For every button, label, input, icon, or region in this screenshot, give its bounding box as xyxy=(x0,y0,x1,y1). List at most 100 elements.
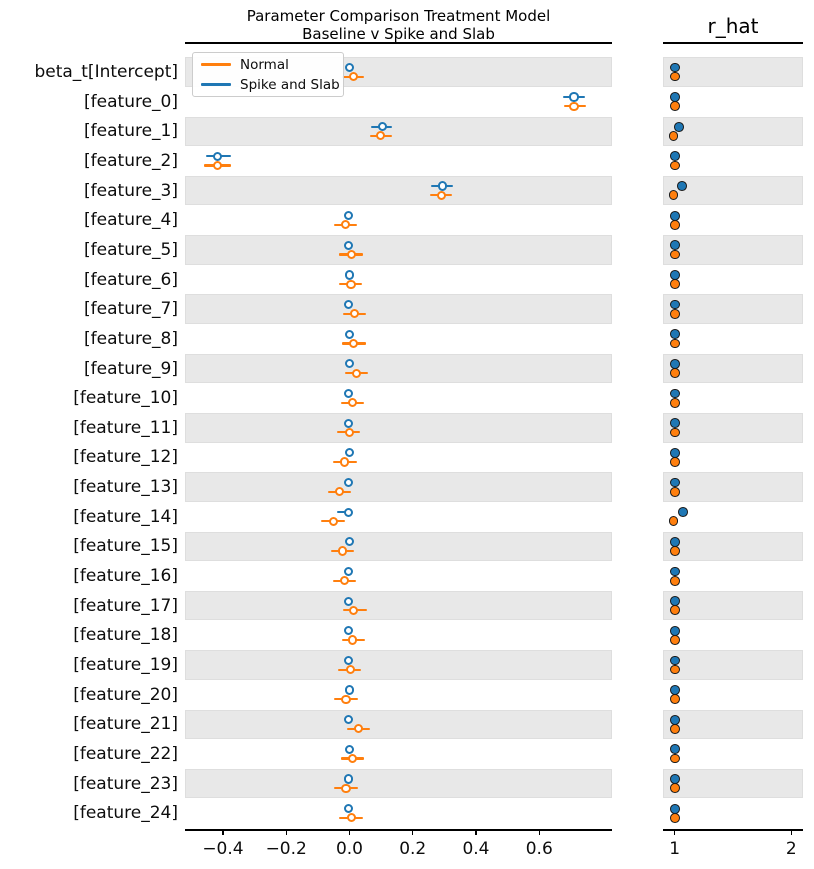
row-band xyxy=(185,353,612,384)
mean-marker-spike-slab xyxy=(344,596,354,606)
rhat-dot-normal xyxy=(669,368,680,378)
mean-marker-spike-slab xyxy=(344,715,354,725)
mean-marker-spike-slab xyxy=(344,359,354,369)
row-band xyxy=(185,413,612,443)
row-band xyxy=(663,116,803,147)
mean-marker-normal xyxy=(340,457,350,467)
row-label: [feature_6] xyxy=(84,269,178,290)
rhat-dot-normal xyxy=(669,605,680,616)
legend: Normal Spike and Slab xyxy=(192,52,344,97)
rhat-dot-normal xyxy=(669,457,680,467)
rhat-bottom-spine xyxy=(663,829,803,831)
mean-marker-spike-slab xyxy=(344,626,354,636)
mean-marker-normal xyxy=(353,724,363,734)
row-band xyxy=(663,768,803,799)
rhat-dot-spike-slab xyxy=(669,388,680,399)
row-label: [feature_14] xyxy=(73,506,178,527)
row-band xyxy=(663,57,803,87)
row-label: [feature_22] xyxy=(73,743,178,764)
rhat-dot-spike-slab xyxy=(674,121,685,132)
row-label: [feature_20] xyxy=(73,684,178,705)
row-label: [feature_12] xyxy=(73,447,178,468)
rhat-dot-spike-slab xyxy=(676,181,687,191)
mean-marker-normal xyxy=(344,427,355,437)
row-label: [feature_7] xyxy=(84,299,178,320)
mean-marker-normal xyxy=(212,160,222,171)
mean-marker-normal xyxy=(341,783,351,793)
rhat-dot-spike-slab xyxy=(669,240,680,251)
mean-marker-spike-slab xyxy=(569,92,579,102)
row-label: [feature_18] xyxy=(73,625,178,646)
estimates-bottom-spine xyxy=(185,829,612,831)
mean-marker-normal xyxy=(569,101,579,111)
rhat-dot-normal xyxy=(669,783,680,794)
mean-marker-normal xyxy=(328,516,338,526)
rhat-dot-normal xyxy=(668,190,679,201)
mean-marker-spike-slab xyxy=(344,566,354,577)
row-band xyxy=(663,413,803,443)
x-tick-mark xyxy=(412,830,414,835)
row-band xyxy=(663,353,803,384)
row-label: [feature_5] xyxy=(84,239,178,260)
rhat-dot-normal xyxy=(669,427,680,438)
row-label: [feature_13] xyxy=(73,477,178,498)
mean-marker-spike-slab xyxy=(344,537,354,547)
row-band xyxy=(663,531,803,562)
row-band xyxy=(663,709,803,740)
x-tick-mark xyxy=(222,830,224,835)
row-band xyxy=(663,294,803,324)
rhat-dot-normal xyxy=(668,131,679,141)
rhat-dot-normal xyxy=(669,308,680,319)
mean-marker-spike-slab xyxy=(344,329,354,339)
rhat-dot-normal xyxy=(669,812,680,823)
mean-marker-normal xyxy=(436,190,446,200)
rhat-dot-spike-slab xyxy=(669,744,680,755)
x-tick-mark xyxy=(538,830,540,835)
interval-line-spike-slab xyxy=(336,511,350,514)
x-tick-mark xyxy=(790,830,792,835)
row-label: [feature_24] xyxy=(73,803,178,824)
x-tick-label: 0.0 xyxy=(335,839,363,859)
rhat-dot-normal xyxy=(669,575,680,586)
rhat-dot-spike-slab xyxy=(669,655,680,666)
rhat-dot-normal xyxy=(669,279,680,290)
row-label: [feature_2] xyxy=(84,150,178,171)
mean-marker-spike-slab xyxy=(343,418,353,428)
mean-marker-spike-slab xyxy=(377,122,387,132)
mean-marker-normal xyxy=(347,813,357,823)
rhat-top-spine xyxy=(663,42,803,44)
row-band xyxy=(663,650,803,680)
row-band xyxy=(185,235,612,265)
mean-marker-normal xyxy=(345,665,355,675)
rhat-dot-normal xyxy=(669,694,680,705)
mean-marker-spike-slab xyxy=(437,181,447,191)
row-band xyxy=(185,294,612,324)
row-label: [feature_19] xyxy=(73,655,178,675)
rhat-dot-normal xyxy=(669,664,680,675)
rhat-dot-normal xyxy=(669,249,680,260)
row-label: beta_t[Intercept] xyxy=(34,62,178,82)
mean-marker-normal xyxy=(351,368,362,378)
mean-marker-spike-slab xyxy=(344,744,354,754)
row-label: [feature_3] xyxy=(84,180,178,201)
mean-marker-spike-slab xyxy=(344,685,354,695)
rhat-dot-spike-slab xyxy=(669,299,680,310)
row-band xyxy=(185,175,612,206)
rhat-panel-title: r_hat xyxy=(707,14,759,38)
rhat-dot-spike-slab xyxy=(669,151,680,162)
mean-marker-normal xyxy=(341,220,351,230)
row-band xyxy=(663,472,803,502)
legend-label-spike-slab: Spike and Slab xyxy=(240,76,340,93)
x-tick-label: 0.4 xyxy=(462,839,490,859)
row-label: [feature_4] xyxy=(84,210,178,231)
row-band xyxy=(185,590,612,621)
row-band xyxy=(185,116,612,147)
x-tick-label: 0.2 xyxy=(399,839,427,859)
mean-marker-spike-slab xyxy=(344,804,354,814)
rhat-dot-spike-slab xyxy=(669,62,680,73)
legend-label-normal: Normal xyxy=(240,56,289,73)
x-tick-mark xyxy=(674,830,676,835)
rhat-dot-normal xyxy=(669,753,680,764)
mean-marker-spike-slab xyxy=(344,448,354,458)
row-label: [feature_8] xyxy=(84,328,178,349)
